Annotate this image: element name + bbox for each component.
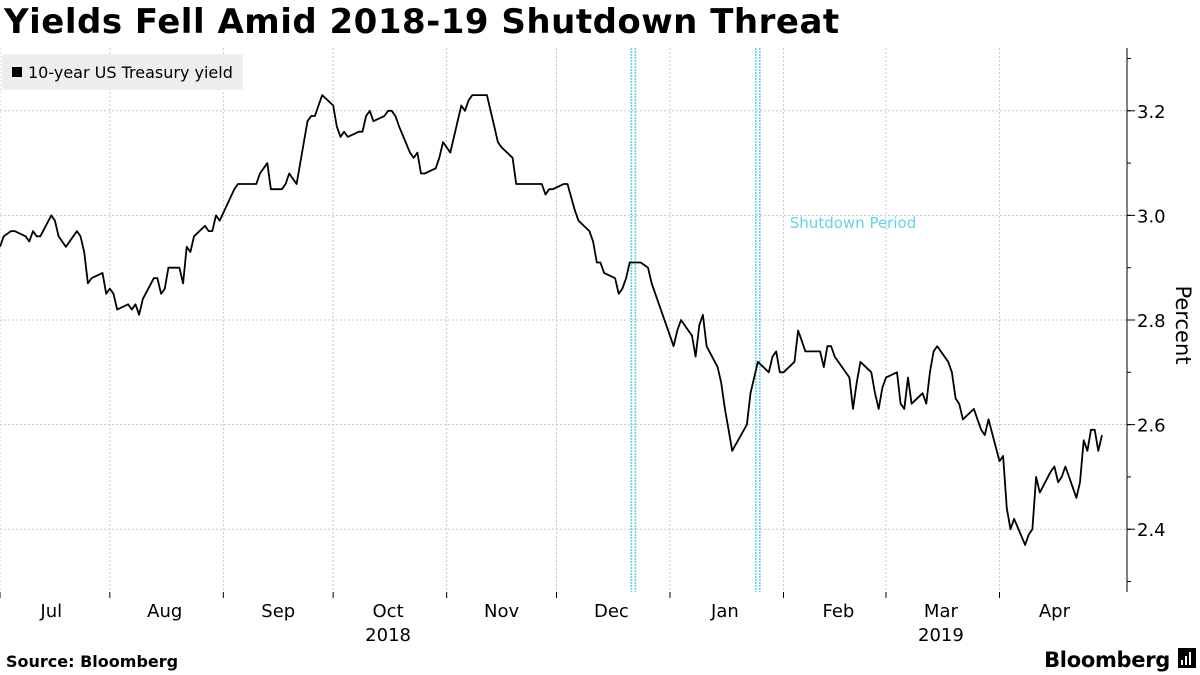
legend-swatch [12, 67, 22, 77]
x-tick-label: Aug [147, 601, 182, 622]
x-tick-label: Jul [39, 601, 62, 622]
y-tick-label: 3.2 [1137, 102, 1166, 123]
terminal-icon [1178, 648, 1196, 668]
x-year-label: 2019 [918, 625, 964, 646]
y-axis-label: Percent [1171, 285, 1195, 364]
x-axis: Jul Aug Sep Oct Nov Dec Jan Feb Mar Apr 2018 2019 [0, 592, 1071, 646]
series-line-10y-yield [0, 94, 1103, 546]
shutdown-band [630, 48, 761, 592]
shutdown-period-label: Shutdown Period [790, 214, 916, 232]
y-axis: 2.4 2.6 2.8 3.0 3.2 [1126, 48, 1166, 592]
x-tick-label: Sep [261, 601, 295, 622]
x-year-label: 2018 [365, 625, 411, 646]
legend: 10-year US Treasury yield [2, 54, 243, 90]
series-layer [0, 94, 1103, 546]
x-tick-label: Dec [594, 601, 629, 622]
y-tick-label: 3.0 [1137, 206, 1166, 227]
legend-label: 10-year US Treasury yield [28, 62, 233, 82]
brand-logo: Bloomberg [1044, 648, 1170, 672]
y-tick-label: 2.6 [1137, 416, 1166, 437]
y-tick-label: 2.4 [1137, 520, 1166, 541]
chart-title: Yields Fell Amid 2018-19 Shutdown Threat [4, 2, 840, 42]
x-tick-label: Mar [924, 601, 959, 622]
grid-layer [0, 48, 1127, 592]
x-tick-label: Oct [373, 601, 404, 622]
x-tick-label: Jan [710, 601, 739, 622]
x-tick-label: Nov [484, 601, 519, 622]
x-tick-label: Apr [1039, 601, 1071, 622]
source-note: Source: Bloomberg [6, 652, 179, 671]
y-tick-label: 2.8 [1137, 311, 1166, 332]
x-tick-label: Feb [822, 601, 854, 622]
